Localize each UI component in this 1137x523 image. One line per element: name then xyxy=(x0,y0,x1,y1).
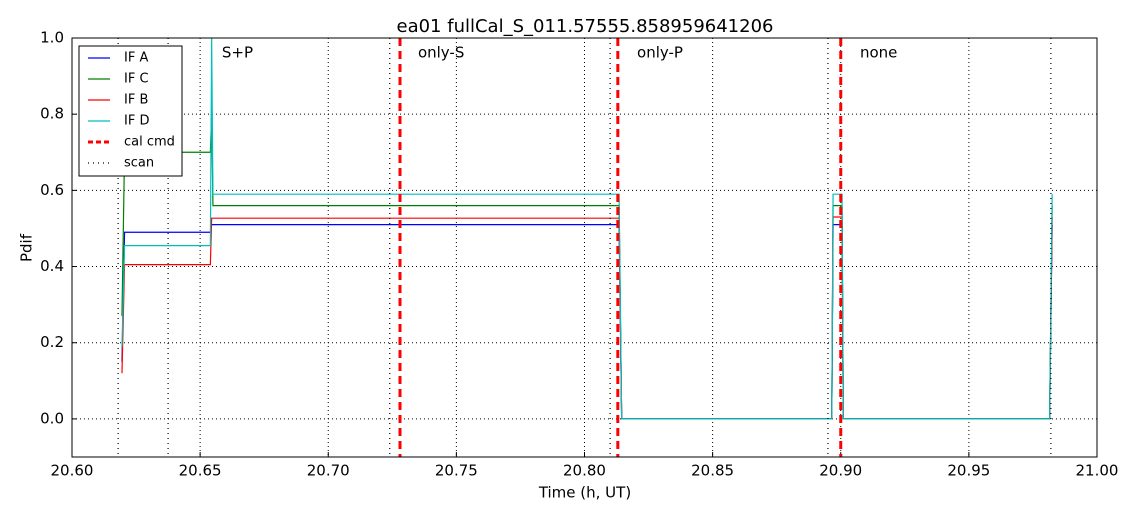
x-tick-label: 20.80 xyxy=(563,462,606,480)
x-axis-label: Time (h, UT) xyxy=(538,484,631,502)
x-tick-label: 20.60 xyxy=(51,462,94,480)
x-tick-label: 20.65 xyxy=(179,462,222,480)
x-tick-label: 20.95 xyxy=(947,462,990,480)
chart-title: ea01 fullCal_S_011.57555.858959641206 xyxy=(397,16,774,37)
data-line xyxy=(121,224,1053,420)
data-line xyxy=(121,216,1053,420)
y-tick-label: 0.0 xyxy=(40,409,64,427)
y-tick-label: 0.4 xyxy=(40,257,64,275)
legend-label: IF C xyxy=(124,72,149,87)
annotation: only-P xyxy=(637,44,683,62)
annotation: none xyxy=(860,44,897,62)
legend-label: scan xyxy=(124,156,154,171)
annotation: only-S xyxy=(418,44,464,62)
x-tick-label: 20.70 xyxy=(307,462,350,480)
x-tick-label: 20.75 xyxy=(435,462,478,480)
legend-label: cal cmd xyxy=(124,135,175,150)
data-line xyxy=(121,38,1053,420)
y-axis-label: Pdif xyxy=(18,233,36,262)
x-tick-label: 20.85 xyxy=(691,462,734,480)
x-tick-label: 20.90 xyxy=(819,462,862,480)
legend-label: IF A xyxy=(124,51,148,66)
y-tick-label: 0.6 xyxy=(40,181,64,199)
x-tick-label: 21.00 xyxy=(1076,462,1119,480)
legend-box xyxy=(78,45,183,177)
y-tick-label: 0.2 xyxy=(40,333,64,351)
plot-frame xyxy=(71,37,1098,458)
y-tick-label: 1.0 xyxy=(40,29,64,47)
legend-label: IF D xyxy=(124,114,149,129)
y-tick-label: 0.8 xyxy=(40,105,64,123)
legend-label: IF B xyxy=(124,93,148,108)
annotation: S+P xyxy=(222,44,253,62)
